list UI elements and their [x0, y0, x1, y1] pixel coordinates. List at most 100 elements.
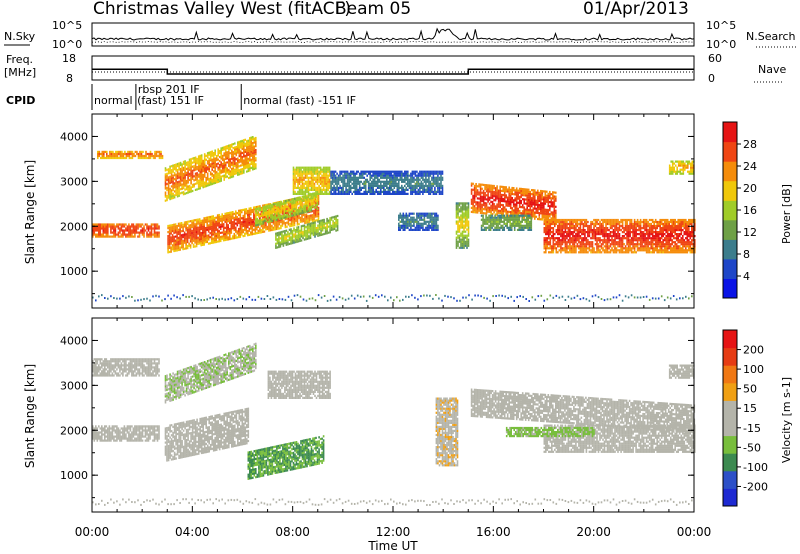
heatmap-cell	[532, 211, 535, 214]
heatmap-cell	[461, 220, 464, 223]
heatmap-cell	[193, 183, 195, 186]
heatmap-cell	[102, 227, 105, 230]
heatmap-cell	[172, 166, 174, 169]
heatmap-cell	[354, 174, 356, 177]
heatmap-cell	[405, 222, 408, 225]
heatmap-cell	[265, 228, 267, 231]
heatmap-cell	[153, 225, 156, 228]
heatmap-cell	[457, 220, 459, 223]
heatmap-cell	[320, 225, 322, 228]
heatmap-cell	[512, 201, 515, 204]
heatmap-cell	[252, 144, 254, 147]
heatmap-cell	[157, 154, 159, 158]
heatmap-cell	[281, 230, 283, 234]
heatmap-cell	[292, 192, 295, 195]
heatmap-cell	[181, 173, 183, 176]
heatmap-cell	[294, 201, 296, 204]
heatmap-cell	[176, 243, 178, 246]
heatmap-cell	[268, 223, 270, 226]
heatmap-cell	[188, 160, 191, 163]
heatmap-cell	[233, 228, 236, 232]
heatmap-cell	[342, 174, 344, 177]
heatmap-cell	[212, 237, 214, 240]
heatmap-cell	[294, 192, 296, 195]
heatmap-cell	[428, 170, 430, 173]
heatmap-cell	[534, 195, 536, 198]
heatmap-cell	[231, 161, 233, 164]
cpid-label: CPID	[6, 94, 35, 107]
heatmap-cell	[496, 191, 498, 194]
heatmap-cell	[110, 223, 112, 226]
heatmap-cell	[229, 158, 232, 161]
heatmap-cell	[179, 236, 181, 239]
heatmap-cell	[185, 183, 188, 187]
heatmap-cell	[229, 148, 232, 151]
heatmap-cell	[302, 232, 304, 236]
heatmap-cell	[523, 206, 525, 209]
heatmap-cell	[183, 247, 186, 250]
heatmap-cell	[292, 180, 295, 183]
heatmap-cell	[176, 177, 179, 180]
heatmap-cell	[490, 204, 492, 207]
heatmap-cell	[262, 222, 265, 225]
heatmap-cell	[255, 212, 257, 215]
heatmap-cell	[290, 218, 293, 221]
heatmap-cell	[221, 215, 223, 218]
heatmap-cell	[310, 172, 313, 175]
heatmap-cell	[203, 229, 205, 232]
heatmap-cell	[291, 237, 294, 241]
heatmap-cell	[431, 216, 433, 219]
heatmap-cell	[476, 197, 479, 200]
heatmap-cell	[305, 195, 308, 198]
heatmap-cell	[141, 231, 144, 234]
heatmap-cell	[532, 215, 535, 218]
heatmap-cell	[255, 224, 257, 227]
heatmap-cell	[333, 184, 335, 187]
heatmap-cell	[294, 235, 297, 238]
heatmap-cell	[177, 240, 180, 244]
heatmap-cell	[303, 205, 305, 208]
heatmap-cell	[361, 176, 364, 179]
heatmap-cell	[389, 188, 391, 191]
heatmap-cell	[175, 173, 177, 176]
heatmap-cell	[210, 235, 213, 238]
heatmap-cell	[212, 160, 215, 163]
heatmap-cell	[419, 216, 421, 219]
heatmap-cell	[178, 180, 180, 183]
heatmap-cell	[340, 178, 343, 181]
heatmap-cell	[322, 170, 325, 173]
heatmap-cell	[457, 230, 459, 233]
heatmap-cell	[387, 176, 390, 179]
heatmap-cell	[296, 215, 299, 218]
heatmap-cell	[343, 178, 346, 181]
heatmap-cell	[164, 181, 167, 184]
heatmap-cell	[183, 241, 186, 244]
heatmap-cell	[517, 189, 519, 192]
heatmap-cell	[286, 215, 289, 218]
heatmap-cell	[158, 154, 161, 158]
heatmap-cell	[285, 243, 288, 246]
heatmap-cell	[336, 223, 339, 226]
heatmap-cell	[125, 223, 127, 226]
heatmap-cell	[426, 174, 429, 177]
heatmap-cell	[419, 184, 421, 187]
heatmap-cell	[411, 190, 414, 193]
heatmap-cell	[212, 152, 215, 155]
heatmap-cell	[297, 172, 299, 175]
heatmap-cell	[505, 186, 507, 189]
heatmap-cell	[490, 194, 492, 197]
heatmap-cell	[292, 210, 294, 213]
heatmap-cell	[455, 204, 458, 207]
heatmap-cell	[309, 205, 311, 208]
heatmap-cell	[518, 211, 521, 215]
heatmap-cell	[119, 152, 122, 156]
heatmap-cell	[228, 152, 230, 155]
heatmap-cell	[297, 232, 300, 235]
heatmap-cell	[296, 230, 298, 233]
heatmap-cell	[283, 210, 286, 213]
heatmap-cell	[260, 229, 263, 232]
heatmap-cell	[271, 224, 273, 228]
heatmap-cell	[270, 212, 272, 215]
heatmap-cell	[187, 173, 189, 176]
heatmap-cell	[432, 222, 435, 225]
